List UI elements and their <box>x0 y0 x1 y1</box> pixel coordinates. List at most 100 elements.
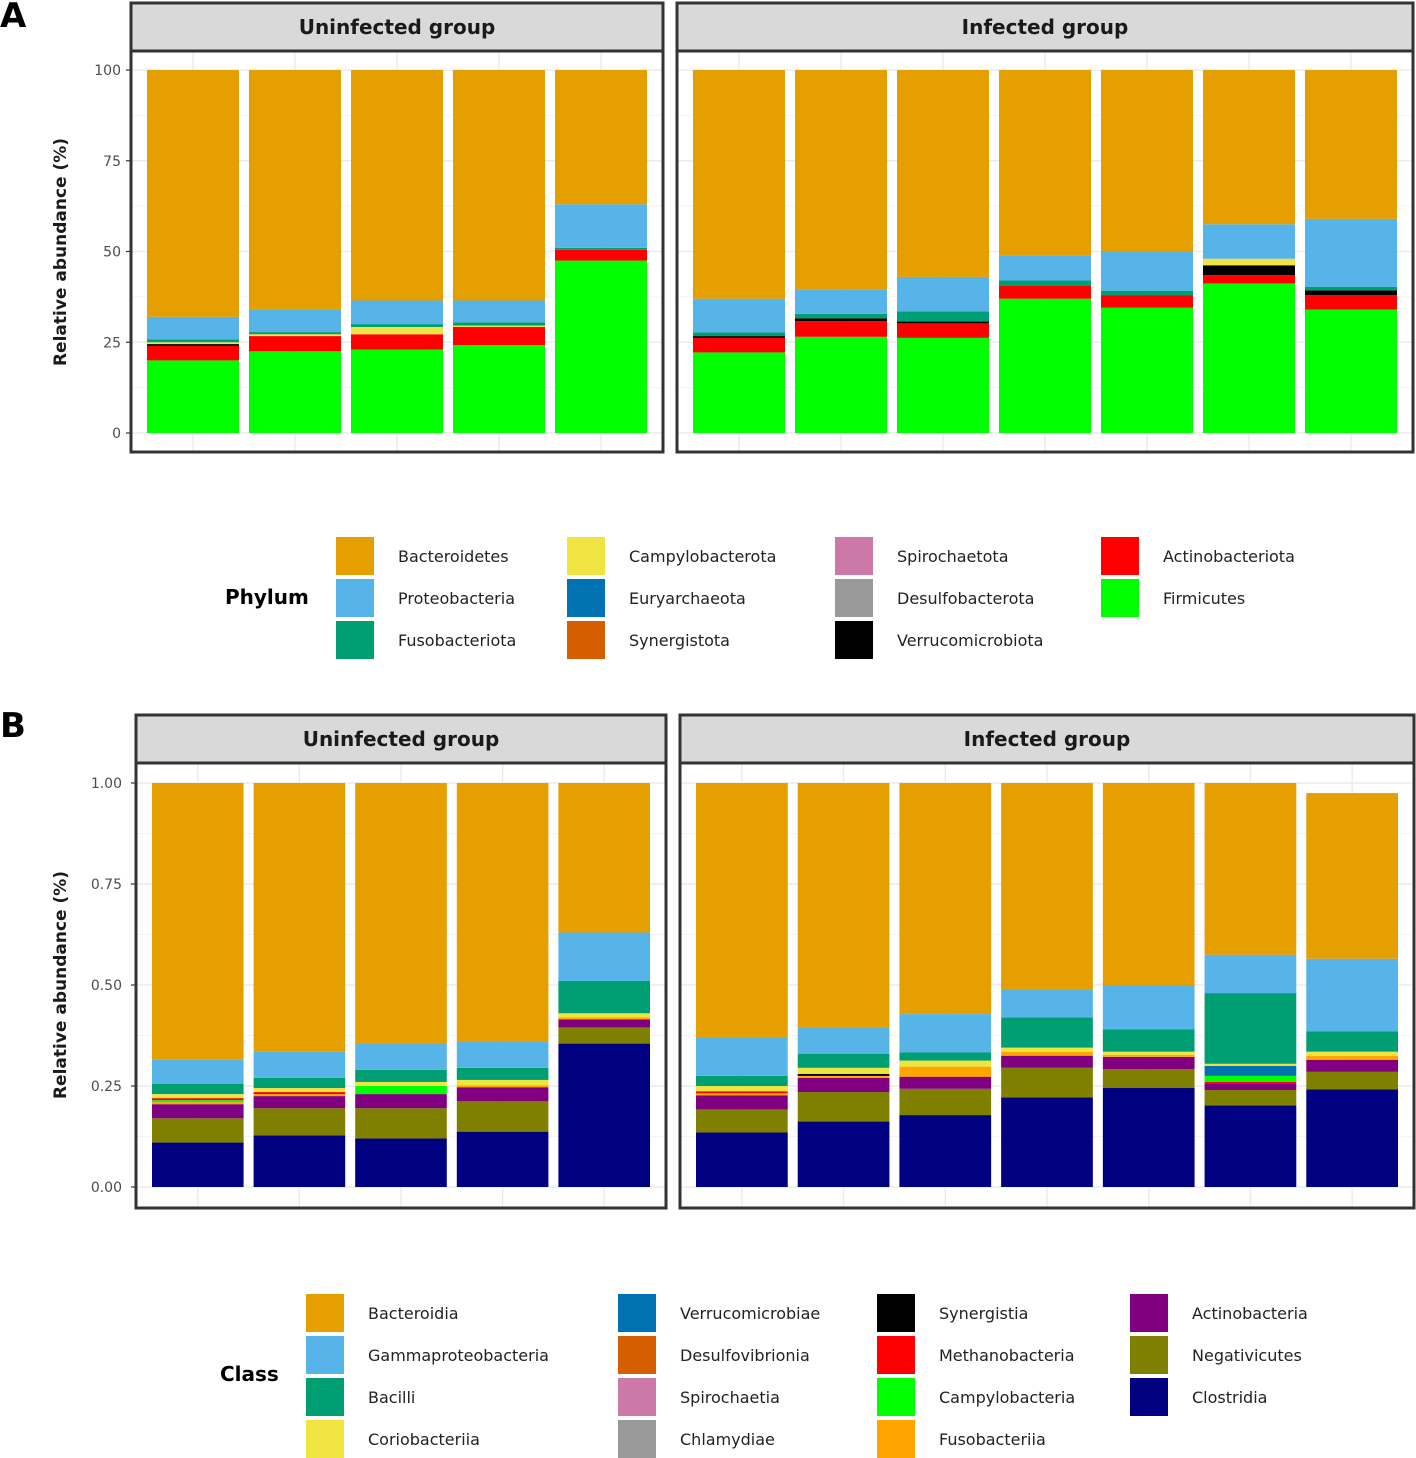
bar-segment-bacilli <box>1001 1017 1093 1048</box>
bar-segment-fusobacteriota <box>795 313 887 319</box>
bar-segment-negativicutes <box>1102 1069 1195 1089</box>
facet-strip <box>134 713 668 765</box>
bar-segment-verrucomicrobiota <box>1305 290 1397 296</box>
bar-segment-actinobacteriota <box>999 285 1091 299</box>
bar-segment-actinobacteria <box>558 1019 650 1028</box>
bar-segment-campylobacterota <box>351 327 443 335</box>
bar-segment-bacteroidetes <box>453 70 545 301</box>
bar-segment-bacteroidetes <box>1203 70 1295 225</box>
bar-segment-bacteroidia <box>355 783 447 1044</box>
bar-segment-gammaproteobacteria <box>253 1051 346 1078</box>
y-tick-label: 0.50 <box>91 978 122 994</box>
bar-segment-negativicutes <box>1204 1090 1297 1106</box>
bar-segment-actinobacteria <box>355 1094 447 1109</box>
y-tick-label: 50 <box>103 245 121 261</box>
y-axis-label: Relative abundance (%) <box>51 138 71 366</box>
bar-segment-coriobacteriia <box>696 1086 788 1092</box>
bar-segment-negativicutes <box>797 1092 890 1122</box>
bar-segment-bacteroidia <box>1102 783 1195 985</box>
bar-segment-verrucomicrobiota <box>1203 265 1295 276</box>
y-axis-label: Relative abundance (%) <box>51 871 71 1099</box>
bar-segment-negativicutes <box>253 1108 346 1136</box>
bar-segment-bacteroidetes <box>693 70 785 299</box>
bar-segment-clostridia <box>152 1142 244 1187</box>
bar-segment-gammaproteobacteria <box>558 932 650 981</box>
bar-segment-coriobacteriia <box>1102 1051 1195 1055</box>
facet-label: Uninfected group <box>299 15 496 39</box>
bar-segment-fusobacteriia <box>1306 1055 1398 1060</box>
y-tick-label: 1.00 <box>91 776 122 792</box>
bar-segment-bacteroidetes <box>795 70 887 290</box>
bar-segment-firmicutes <box>1305 309 1397 433</box>
facet-strip <box>678 713 1416 765</box>
facet-strip <box>675 1 1415 53</box>
bar-segment-coriobacteriia <box>253 1088 346 1093</box>
bar-segment-negativicutes <box>1306 1071 1398 1090</box>
bar-segment-clostridia <box>899 1115 992 1187</box>
bar-segment-gammaproteobacteria <box>1204 954 1297 994</box>
bar-segment-actinobacteriota <box>351 334 443 350</box>
bar-segment-clostridia <box>253 1135 346 1187</box>
bar-segment-proteobacteria <box>453 300 545 323</box>
bar-segment-firmicutes <box>555 260 647 433</box>
bar-segment-bacilli <box>1306 1031 1398 1052</box>
bar-segment-methanobacteria <box>152 1098 244 1101</box>
bar-segment-bacilli <box>456 1067 549 1080</box>
bar-segment-actinobacteriota <box>249 336 341 352</box>
bar-segment-gammaproteobacteria <box>899 1014 992 1053</box>
bar-segment-bacteroidia <box>456 783 549 1042</box>
bar-segment-bacteroidetes <box>351 70 443 301</box>
bar-segment-verrucomicrobiae <box>1204 1065 1297 1076</box>
bar-segment-fusobacteriia <box>456 1085 549 1088</box>
bar-segment-bacilli <box>152 1083 244 1095</box>
bar-segment-bacteroidetes <box>249 70 341 310</box>
bar-segment-proteobacteria <box>999 255 1091 281</box>
bar-segment-proteobacteria <box>147 316 239 340</box>
bar-segment-verrucomicrobiota <box>897 321 989 324</box>
bar-segment-proteobacteria <box>351 300 443 325</box>
bar-segment-bacteroidetes <box>999 70 1091 256</box>
bar-segment-bacteroidetes <box>897 70 989 277</box>
bar-segment-bacteroidia <box>1306 793 1398 959</box>
facet-label: Uninfected group <box>303 727 500 751</box>
bar-segment-firmicutes <box>999 298 1091 433</box>
bar-segment-fusobacteriota <box>693 332 785 337</box>
bar-segment-coriobacteriia <box>899 1060 992 1067</box>
bar-segment-firmicutes <box>147 360 239 433</box>
bar-segment-bacteroidetes <box>1101 70 1193 252</box>
bar-segment-gammaproteobacteria <box>152 1059 244 1084</box>
y-tick-label: 100 <box>94 63 121 79</box>
bar-segment-bacilli <box>696 1075 788 1086</box>
bar-segment-clostridia <box>456 1131 549 1187</box>
bar-segment-negativicutes <box>1001 1067 1093 1098</box>
bar-segment-methanobacteria <box>696 1091 788 1094</box>
bar-segment-proteobacteria <box>795 289 887 314</box>
bar-segment-campylobacterota <box>453 325 545 328</box>
bar-segment-fusobacteriota <box>1101 290 1193 296</box>
bar-segment-fusobacteriia <box>899 1066 992 1077</box>
bar-segment-fusobacteriia <box>797 1075 890 1078</box>
bar-segment-actinobacteria <box>797 1077 890 1093</box>
bar-segment-negativicutes <box>152 1118 244 1143</box>
bar-segment-negativicutes <box>558 1027 650 1044</box>
bar-segment-clostridia <box>1204 1105 1297 1187</box>
bar-segment-fusobacteriota <box>249 332 341 335</box>
bar-segment-firmicutes <box>1203 283 1295 433</box>
bar-segment-gammaproteobacteria <box>1102 985 1195 1030</box>
bar-segment-campylobacteria <box>1204 1075 1297 1082</box>
bar-segment-gammaproteobacteria <box>696 1037 788 1076</box>
bar-segment-clostridia <box>558 1043 650 1187</box>
bar-segment-negativicutes <box>456 1101 549 1132</box>
bar-segment-proteobacteria <box>249 309 341 333</box>
bar-segment-proteobacteria <box>693 298 785 333</box>
bar-segment-verrucomicrobiota <box>693 336 785 338</box>
bar-segment-firmicutes <box>795 336 887 433</box>
panel-letter-a: A <box>0 0 27 36</box>
bar-segment-proteobacteria <box>897 276 989 312</box>
bar-segment-firmicutes <box>693 352 785 433</box>
bar-segment-actinobacteriota <box>795 321 887 337</box>
bar-segment-bacilli <box>899 1052 992 1061</box>
bar-segment-clostridia <box>355 1138 447 1187</box>
bar-segment-clostridia <box>696 1132 788 1187</box>
